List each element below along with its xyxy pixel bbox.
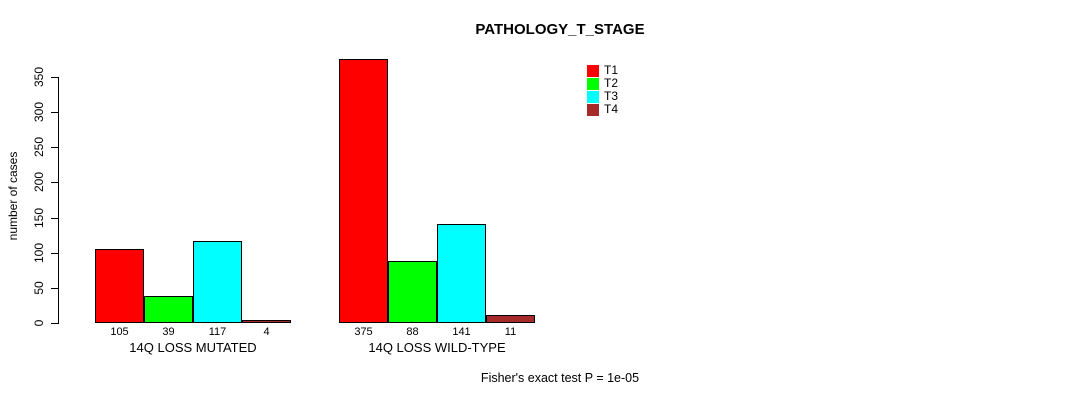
y-tick-label: 300	[32, 101, 46, 123]
legend-label-t1: T1	[604, 63, 619, 77]
bar-t2-group1	[144, 296, 193, 323]
chart-title: PATHOLOGY_T_STAGE	[475, 21, 645, 38]
y-tick-label: 250	[32, 136, 46, 158]
bar-t3-group2	[437, 224, 486, 323]
y-tick-mark	[51, 77, 58, 78]
legend-row-t2: T2	[587, 77, 618, 90]
y-tick-label: 50	[32, 281, 46, 295]
y-tick-label: 200	[32, 171, 46, 193]
group-label: 14Q LOSS WILD-TYPE	[368, 340, 506, 355]
legend-label-t4: T4	[604, 102, 619, 116]
bar-value-label: 11	[504, 326, 517, 338]
bar-value-label: 105	[110, 326, 129, 338]
y-tick-mark	[51, 147, 58, 148]
y-tick-label: 0	[32, 319, 46, 327]
legend-label-t3: T3	[604, 89, 619, 103]
bar-t3-group1	[193, 241, 242, 323]
legend-swatch-t1	[587, 64, 599, 77]
fisher-test-footnote: Fisher's exact test P = 1e-05	[480, 371, 640, 385]
bar-t1-group2	[339, 59, 388, 323]
y-tick-mark	[51, 323, 58, 324]
bar-t1-group1	[95, 249, 144, 323]
legend-row-t3: T3	[587, 90, 618, 103]
legend-swatch-t2	[587, 77, 599, 90]
y-tick-mark	[51, 218, 58, 219]
bar-value-label: 117	[208, 326, 227, 338]
bar-t4-group1	[242, 320, 291, 323]
legend-row-t1: T1	[587, 64, 618, 77]
y-tick-label: 350	[32, 66, 46, 88]
bar-value-label: 141	[452, 326, 471, 338]
legend-swatch-t3	[587, 90, 599, 103]
bar-value-label: 39	[162, 326, 175, 338]
bar-t4-group2	[486, 315, 535, 323]
legend: T1 T2 T3 T4	[587, 64, 618, 116]
y-tick-mark	[51, 112, 58, 113]
y-axis-line	[58, 77, 59, 324]
bar-value-label: 88	[406, 326, 419, 338]
y-axis-title: number of cases	[6, 151, 20, 241]
bar-value-label: 375	[354, 326, 373, 338]
y-tick-mark	[51, 253, 58, 254]
y-tick-mark	[51, 182, 58, 183]
legend-swatch-t4	[587, 103, 599, 116]
group-label: 14Q LOSS MUTATED	[129, 340, 257, 355]
y-tick-label: 100	[32, 242, 46, 264]
y-tick-label: 150	[32, 207, 46, 229]
legend-row-t4: T4	[587, 103, 618, 116]
legend-label-t2: T2	[604, 76, 619, 90]
bar-t2-group2	[388, 261, 437, 323]
bar-value-label: 4	[263, 326, 270, 338]
y-tick-mark	[51, 288, 58, 289]
